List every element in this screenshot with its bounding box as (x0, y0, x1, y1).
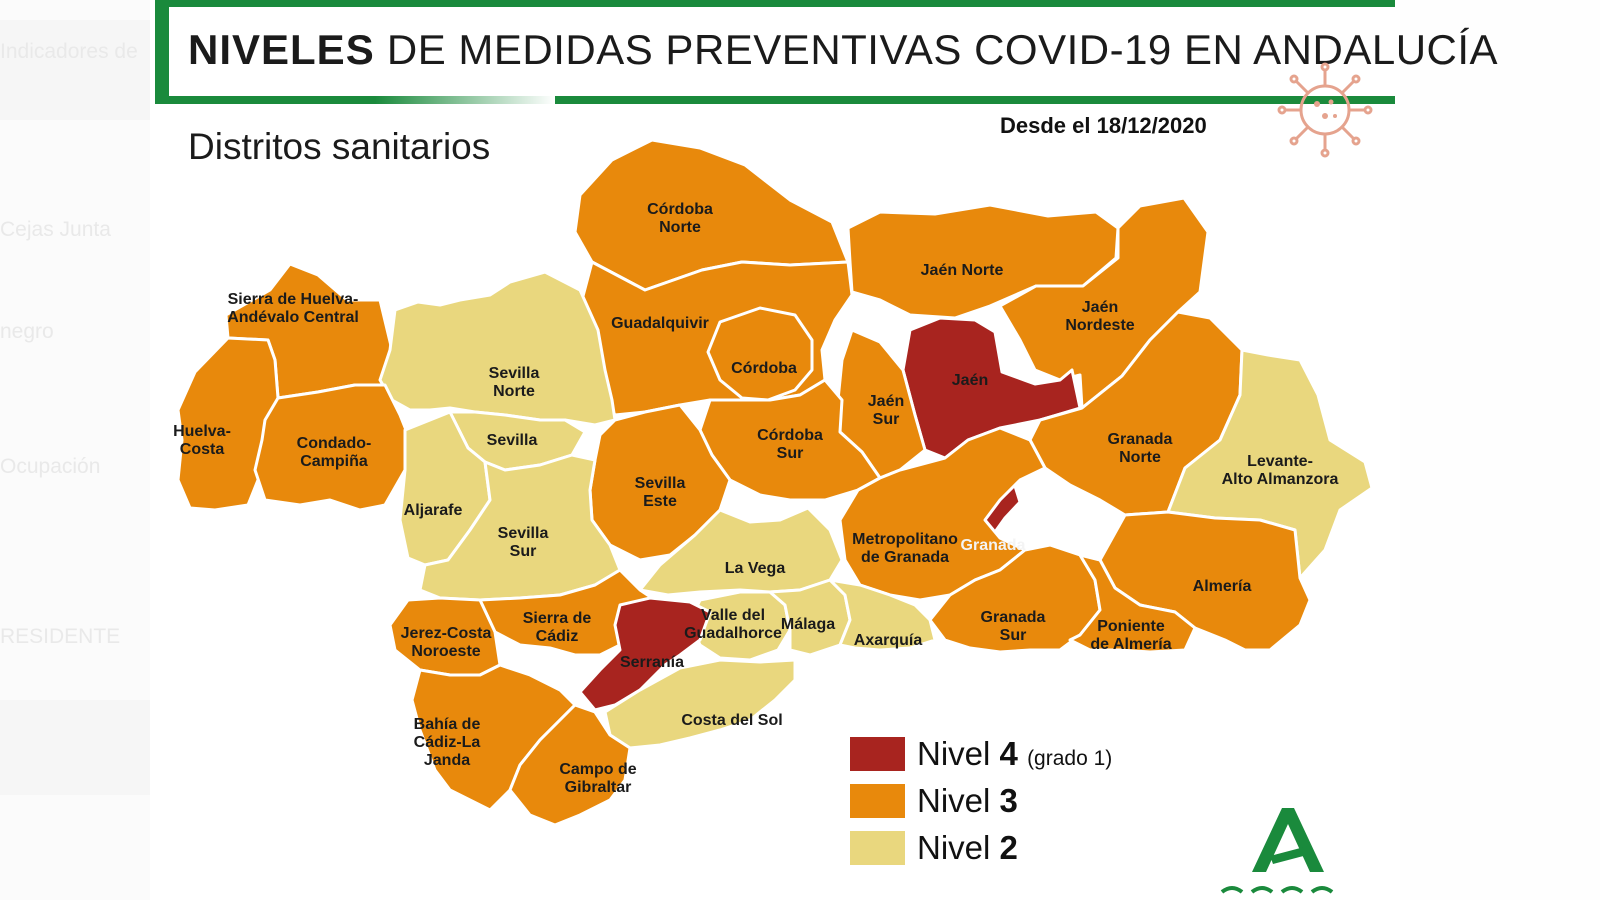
district-jaen-nordeste (998, 196, 1210, 410)
legend-note: (grado 1) (1027, 747, 1113, 770)
district-label-jaen-sur: Jaén Sur (868, 393, 904, 428)
legend-word: Nivel (917, 735, 991, 772)
district-condado-campina (253, 383, 412, 512)
district-label-granada-norte: Granada Norte (1108, 431, 1173, 466)
legend-word: Nivel (917, 782, 991, 819)
district-label-jaen-norte: Jaén Norte (921, 262, 1004, 279)
district-label-cordoba-norte: Córdoba Norte (647, 201, 713, 236)
legend-swatch (850, 831, 905, 865)
ghost-text: Indicadores de (0, 40, 138, 63)
background-block (0, 700, 150, 795)
district-label-aljarafe: Aljarafe (404, 502, 463, 519)
title-rest: DE MEDIDAS PREVENTIVAS COVID-19 EN ANDAL… (386, 26, 1499, 73)
district-label-guadalquivir: Guadalquivir (611, 315, 709, 332)
ghost-text: RESIDENTE (0, 625, 121, 648)
district-axarquia (828, 578, 937, 652)
district-label-sevilla-este: Sevilla Este (635, 475, 686, 510)
legend-word: Nivel (917, 829, 991, 866)
legend-number: 2 (999, 829, 1018, 866)
district-label-la-vega: La Vega (725, 560, 786, 577)
district-label-valle-del-guadalhorce: Valle del Guadalhorce (684, 607, 782, 642)
district-cordoba (706, 306, 814, 402)
district-label-poniente-de-almeria: Poniente de Almería (1090, 618, 1171, 653)
district-label-sierra-de-huelva-andevalo-central: Sierra de Huelva-Andévalo Central (227, 291, 359, 326)
page-title: NIVELES DE MEDIDAS PREVENTIVAS COVID-19 … (188, 26, 1498, 74)
district-label-costa-del-sol: Costa del Sol (681, 712, 782, 729)
district-label-sevilla-sur: Sevilla Sur (498, 525, 549, 560)
district-sevilla-norte (378, 270, 617, 427)
district-label-sierra-de-cadiz: Sierra de Cádiz (523, 610, 592, 645)
district-label-jaen-nordeste: Jaén Nordeste (1065, 299, 1134, 334)
legend-swatch (850, 737, 905, 771)
district-label-granada-sur: Granada Sur (981, 609, 1046, 644)
legend-label: Nivel 2 (917, 829, 1018, 867)
title-frame-fade (375, 96, 555, 104)
district-label-huelva-costa: Huelva-Costa (173, 423, 231, 458)
background-page-right (1400, 0, 1600, 900)
district-label-cordoba-sur: Córdoba Sur (757, 427, 823, 462)
legend-label: Nivel 4 (grado 1) (917, 735, 1112, 773)
background-block (0, 20, 150, 120)
district-label-sevilla-norte: Sevilla Norte (489, 365, 540, 400)
title-frame (155, 0, 1395, 104)
district-poniente-de-almeria (1068, 553, 1197, 654)
ghost-text: Cejas Junta (0, 218, 111, 241)
district-label-almeria: Almería (1193, 578, 1252, 595)
page-subtitle: Distritos sanitarios (188, 126, 491, 167)
legend-label: Nivel 3 (917, 782, 1018, 820)
district-levante-alto-almanzora (1166, 348, 1374, 580)
district-huelva-costa (176, 336, 280, 512)
district-costa-del-sol (603, 658, 797, 750)
district-label-axarquia: Axarquía (854, 632, 923, 649)
district-campo-de-gibraltar (508, 703, 632, 827)
title-bold: NIVELES (188, 26, 375, 73)
district-label-condado-campina: Condado-Campiña (297, 435, 372, 470)
ghost-text: Ocupación (0, 455, 101, 478)
district-label-levante-alto-almanzora: Levante-Alto Almanzora (1222, 453, 1339, 488)
date-label: Desde el 18/12/2020 (1000, 113, 1207, 138)
legend-number: 4 (999, 735, 1018, 772)
legend-swatch (850, 784, 905, 818)
district-label-cordoba: Córdoba (731, 360, 797, 377)
ghost-text: negro (0, 320, 54, 343)
district-label-jerez-costa-noroeste: Jerez-Costa Noroeste (401, 625, 492, 660)
district-label-granada: Granada (961, 537, 1026, 554)
district-label-sevilla: Sevilla (487, 432, 538, 449)
junta-andalucia-logo (1220, 808, 1334, 894)
district-label-jaen: Jaén (952, 372, 988, 389)
district-label-serrania: Serranía (620, 654, 684, 671)
virus-icon (1277, 62, 1373, 158)
district-label-bahia-de-cadiz-la-janda: Bahía de Cádiz-La Janda (414, 716, 481, 769)
district-label-metropolitano-de-granada: Metropolitano de Granada (852, 531, 958, 566)
district-label-campo-de-gibraltar: Campo de Gibraltar (559, 761, 636, 796)
district-label-malaga: Málaga (781, 616, 835, 633)
background-page-panel: Indicadores de Cejas Junta negro Ocupaci… (0, 0, 150, 900)
legend-number: 3 (999, 782, 1018, 819)
